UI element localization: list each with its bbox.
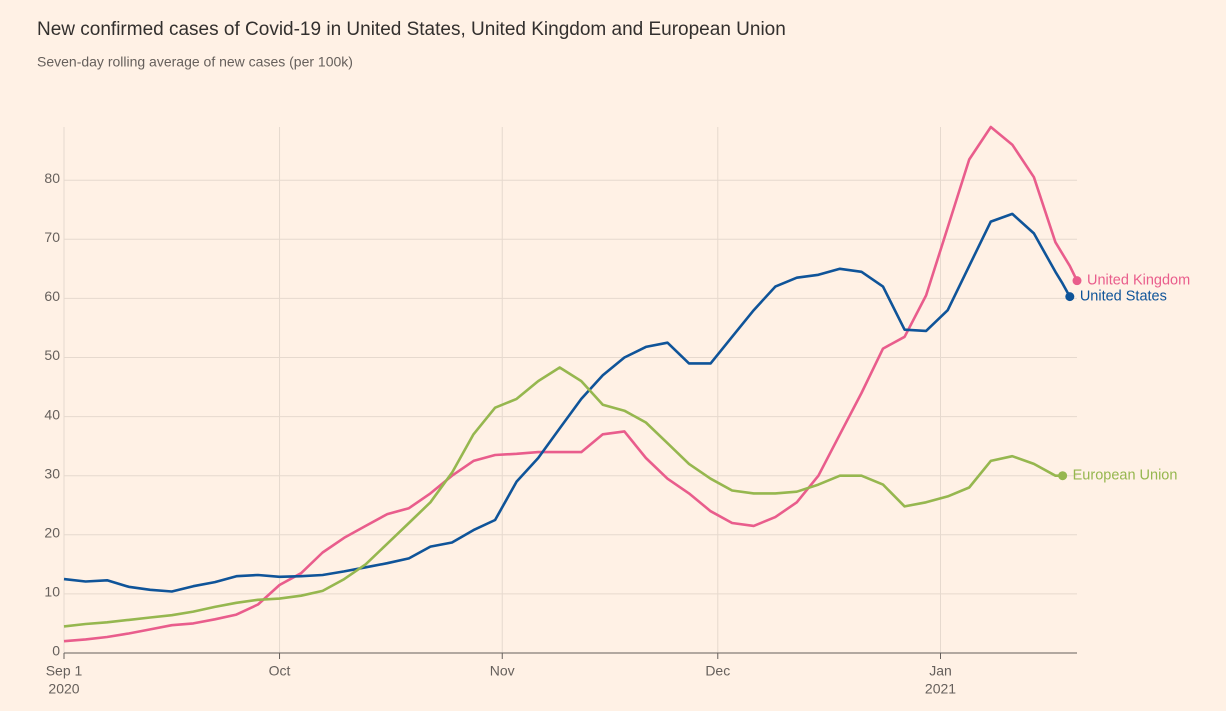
y-tick-label: 50 <box>44 347 60 363</box>
x-tick-label: Sep 1 <box>46 663 83 679</box>
x-tick-label: Jan <box>929 663 952 679</box>
y-tick-label: 60 <box>44 288 60 304</box>
y-tick-label: 80 <box>44 170 60 186</box>
y-tick-label: 0 <box>52 643 60 659</box>
x-tick-label: Dec <box>705 663 730 679</box>
series-line <box>63 125 1079 643</box>
x-tick-label: Nov <box>490 663 515 679</box>
series-line <box>63 366 1063 628</box>
y-tick-label: 10 <box>44 584 60 600</box>
legend-label: United States <box>1080 288 1167 304</box>
end-dot <box>1072 276 1082 286</box>
legend-label: European Union <box>1073 468 1178 484</box>
x-tick-year: 2021 <box>925 681 956 697</box>
y-tick-label: 40 <box>44 406 60 422</box>
end-dot <box>1065 292 1075 302</box>
x-tick-year: 2020 <box>48 681 79 697</box>
y-tick-label: 70 <box>44 229 60 245</box>
y-tick-label: 30 <box>44 465 60 481</box>
end-dot <box>1058 471 1068 481</box>
chart-title: New confirmed cases of Covid-19 in Unite… <box>37 19 786 40</box>
y-tick-label: 20 <box>44 525 60 541</box>
chart-subtitle: Seven-day rolling average of new cases (… <box>37 54 353 70</box>
legend-label: United Kingdom <box>1087 272 1190 288</box>
series-line <box>63 212 1071 593</box>
x-tick-label: Oct <box>269 663 291 679</box>
